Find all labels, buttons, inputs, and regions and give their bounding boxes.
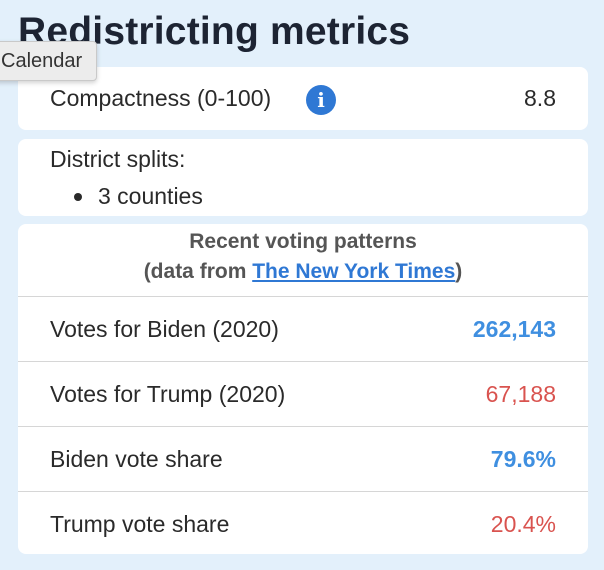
votes-biden-value: 262,143 (472, 316, 556, 342)
voting-title: Recent voting patterns (189, 230, 417, 253)
voting-patterns-card: Recent voting patterns (data from The Ne… (18, 224, 588, 554)
district-splits-card: District splits: 3 counties (18, 139, 588, 216)
biden-share-label: Biden vote share (50, 446, 223, 472)
compactness-label: Compactness (0-100) (50, 85, 272, 111)
nyt-source-link[interactable]: The New York Times (252, 260, 456, 283)
compactness-card: Compactness (0-100) i 8.8 (18, 67, 588, 130)
votes-trump-label: Votes for Trump (2020) (50, 381, 286, 407)
votes-trump-value: 67,188 (485, 381, 556, 407)
trump-share-label: Trump vote share (50, 511, 230, 537)
district-splits-label: District splits: (50, 146, 186, 172)
info-icon[interactable]: i (306, 85, 336, 115)
votes-biden-label: Votes for Biden (2020) (50, 316, 279, 342)
source-suffix: ) (455, 260, 463, 283)
table-row: Biden vote share 79.6% (18, 427, 588, 492)
calendar-tooltip: Calendar (0, 41, 98, 81)
biden-share-value: 79.6% (490, 446, 556, 472)
table-row: Trump vote share 20.4% (18, 492, 588, 554)
source-prefix: (data from (143, 260, 253, 283)
district-splits-list: 3 counties (50, 183, 203, 210)
table-row: Votes for Biden (2020) 262,143 (18, 297, 588, 362)
district-split-item: 3 counties (50, 183, 203, 210)
compactness-value: 8.8 (524, 85, 556, 111)
trump-share-value: 20.4% (490, 511, 556, 537)
district-split-text: 3 counties (98, 183, 203, 209)
voting-header: Recent voting patterns (data from The Ne… (18, 224, 588, 297)
voting-source: (data from The New York Times) (18, 255, 588, 289)
bullet-icon (74, 193, 82, 201)
table-row: Votes for Trump (2020) 67,188 (18, 362, 588, 427)
